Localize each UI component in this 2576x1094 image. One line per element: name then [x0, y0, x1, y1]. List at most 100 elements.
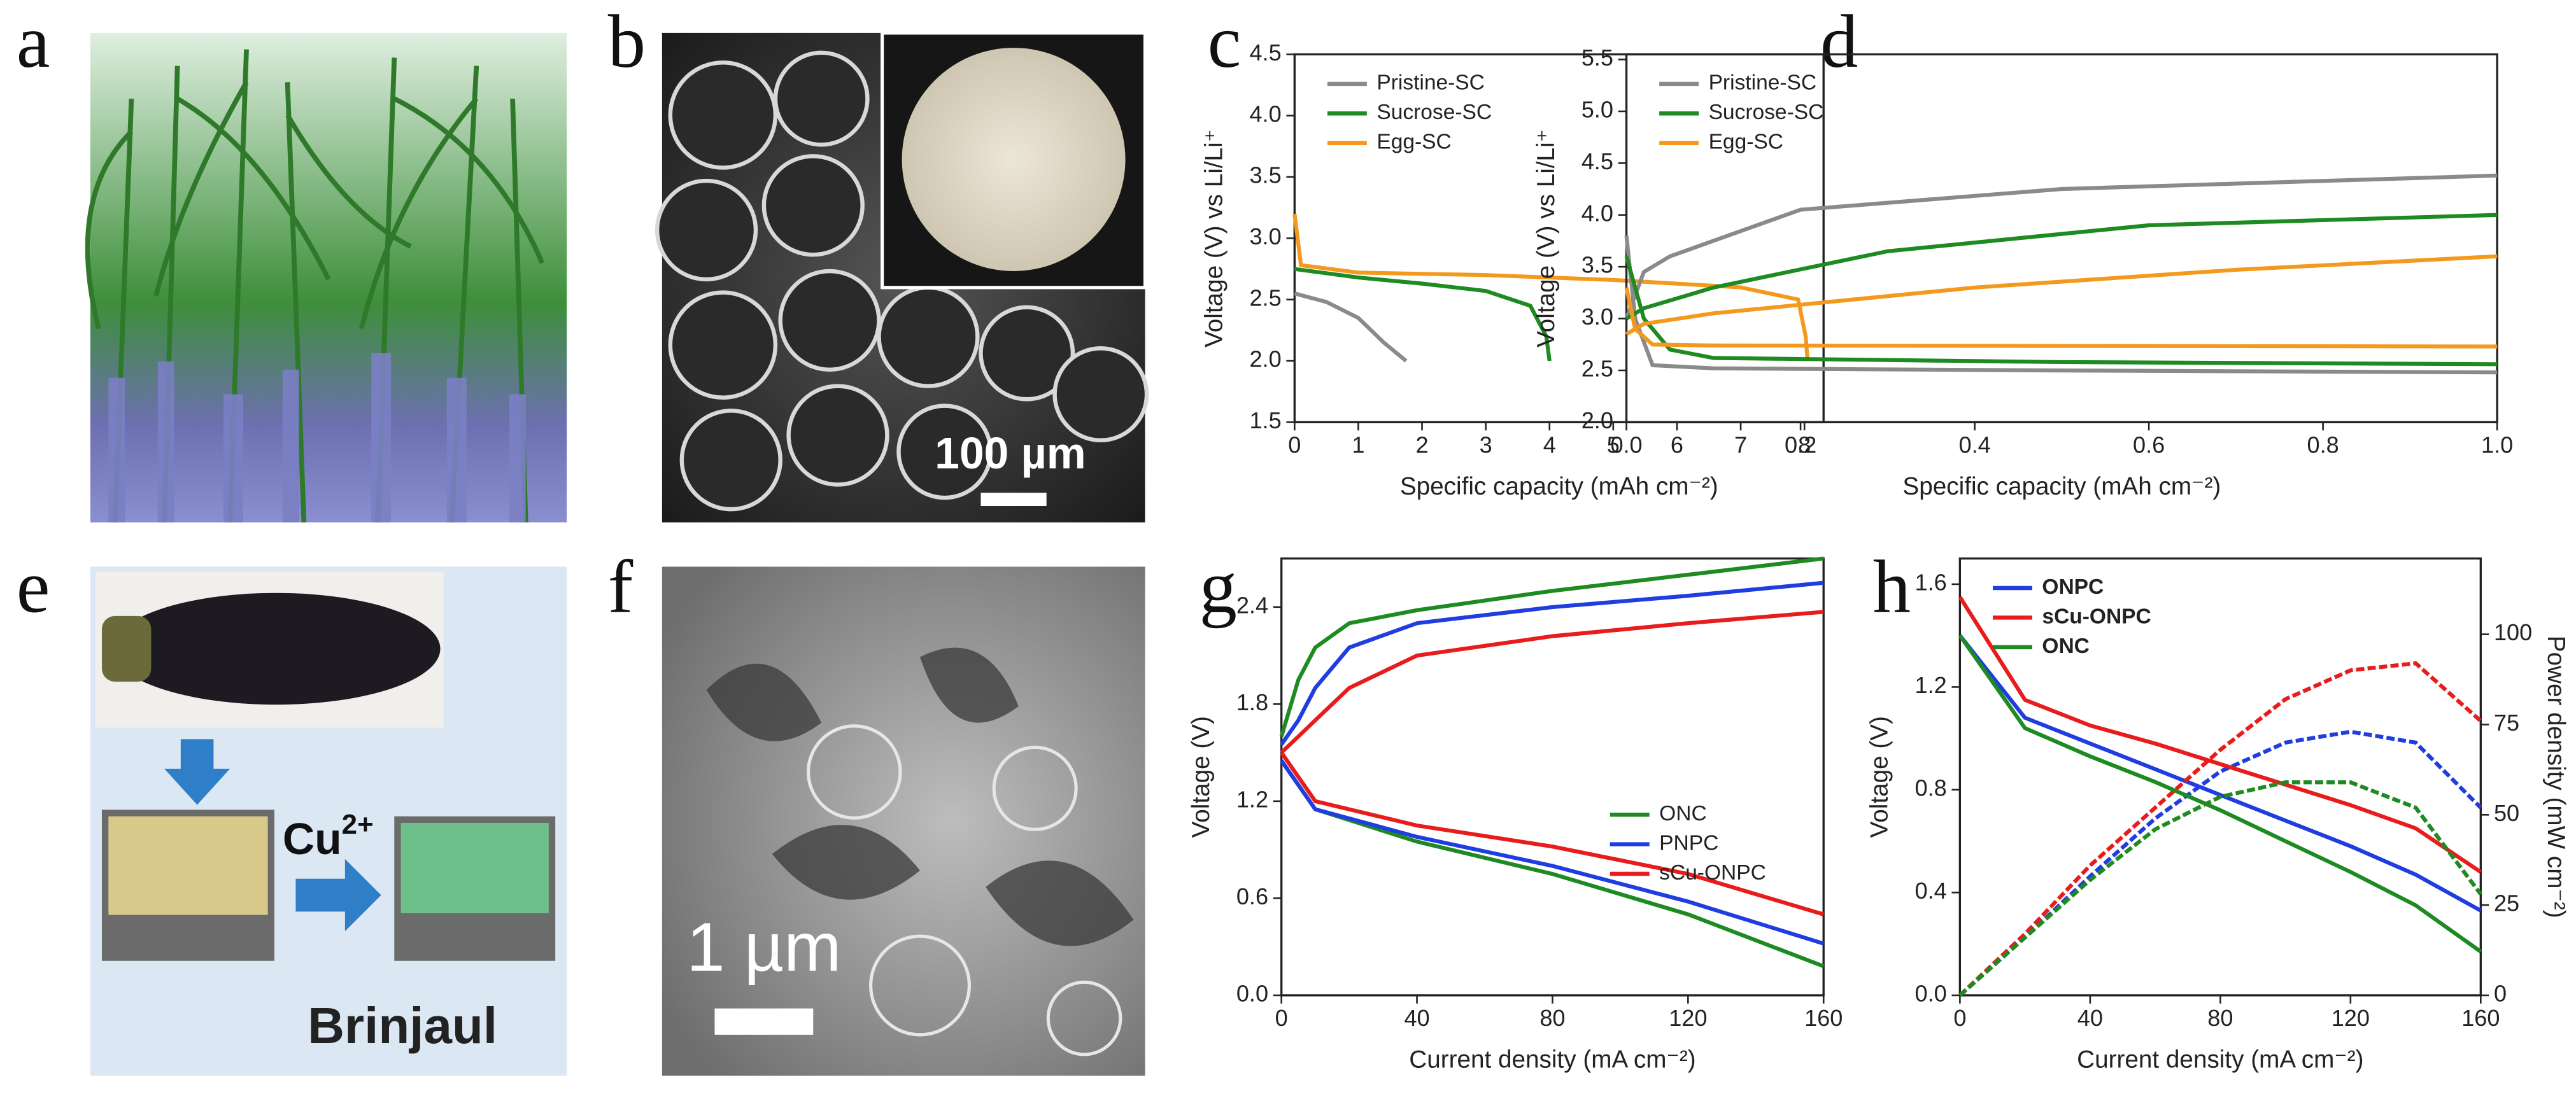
y2-tick-label: 75: [2494, 710, 2519, 736]
y-tick-label: 2.0: [1249, 346, 1281, 372]
x-axis-label: Current density (mA cm⁻²): [1409, 1046, 1695, 1073]
y-tick-label: 3.5: [1249, 162, 1281, 188]
x-tick-label: 160: [1804, 1005, 1843, 1031]
y2-tick-label: 25: [2494, 890, 2519, 916]
x-tick-label: 80: [2207, 1005, 2233, 1031]
y2-axis-label: Power density (mW cm⁻²): [2542, 636, 2570, 918]
panel-label: g: [1200, 545, 1237, 629]
x-tick-label: 40: [2077, 1005, 2103, 1031]
data-line: [1958, 634, 2482, 953]
x-tick-label: 8: [1798, 432, 1811, 458]
y-tick-label: 4.5: [1582, 148, 1613, 174]
x-tick-label: 1.0: [2481, 432, 2513, 458]
y-tick-label: 0.0: [1915, 980, 1947, 1006]
y-tick-label: 0.4: [1915, 878, 1947, 904]
legend-label: ONC: [2042, 635, 2090, 658]
legend-label: Egg-SC: [1709, 130, 1783, 154]
x-tick-label: 0: [1275, 1005, 1288, 1031]
tem-image: 1 µm: [662, 566, 1145, 1076]
legend-label: Sucrose-SC: [1709, 101, 1824, 124]
y-tick-label: 3.0: [1249, 223, 1281, 249]
y-tick-label: 4.0: [1582, 200, 1613, 226]
y-tick-label: 1.2: [1236, 786, 1268, 812]
sugarcane-photo: [85, 32, 567, 523]
x-tick-label: 7: [1734, 432, 1747, 458]
legend-label: sCu-ONPC: [2042, 605, 2151, 628]
legend-label: Pristine-SC: [1376, 71, 1485, 95]
data-line: [1280, 580, 1825, 946]
panel-label: d: [1820, 0, 1858, 83]
panel-label: f: [608, 545, 633, 629]
data-line: [1624, 213, 2498, 367]
brinjal-scheme: Cu2+ Brinjaul: [90, 566, 567, 1076]
x-tick-label: 6: [1671, 432, 1683, 458]
y-axis-label: Voltage (V): [1187, 716, 1215, 838]
plot-frame: [1280, 557, 1825, 997]
x-axis-label: Specific capacity (mAh cm⁻²): [1400, 473, 1718, 500]
legend-label: ONC: [1659, 802, 1707, 825]
x-tick-label: 160: [2461, 1005, 2500, 1031]
y-tick-label: 4.0: [1249, 101, 1281, 127]
data-line: [1624, 173, 2498, 375]
scale-label: 1 µm: [686, 908, 841, 985]
y-axis-label: Voltage (V) vs Li/Li⁺: [1201, 129, 1228, 347]
x-tick-label: 0.6: [2133, 432, 2165, 458]
data-line: [1958, 596, 2482, 874]
ion-label: Cu2+: [283, 809, 374, 864]
x-tick-label: 0.2: [1785, 432, 1816, 458]
y-tick-label: 2.5: [1582, 356, 1613, 382]
panel-label: e: [17, 545, 50, 629]
y-axis-label: Voltage (V): [1866, 716, 1893, 838]
x-tick-label: 120: [2332, 1005, 2370, 1031]
y-tick-label: 5.0: [1582, 96, 1613, 122]
scale-label: 100 µm: [935, 428, 1086, 478]
y-tick-label: 1.6: [1915, 569, 1947, 595]
y2-tick-label: 50: [2494, 800, 2519, 826]
sample-name: Brinjaul: [308, 997, 497, 1054]
x-tick-label: 3: [1480, 432, 1492, 458]
y-axis-label: Voltage (V) vs Li/Li⁺: [1532, 129, 1560, 347]
y-tick-label: 2.0: [1582, 407, 1613, 433]
y-tick-label: 5.5: [1582, 45, 1613, 71]
legend-label: Sucrose-SC: [1376, 101, 1492, 124]
legend-label: PNPC: [1659, 831, 1718, 855]
x-tick-label: 40: [1404, 1005, 1429, 1031]
panel-label: b: [608, 0, 646, 83]
y2-tick-label: 100: [2494, 619, 2532, 645]
y-tick-label: 1.8: [1236, 689, 1268, 715]
plot-frame: [1958, 557, 2482, 997]
x-tick-label: 5: [1607, 432, 1620, 458]
data-line: [1958, 634, 2482, 913]
x-tick-label: 4: [1543, 432, 1556, 458]
panel-label: h: [1873, 545, 1911, 629]
y-tick-label: 2.5: [1249, 284, 1281, 311]
data-line: [1624, 254, 2498, 349]
power-line: [1958, 729, 2482, 997]
y-tick-label: 1.5: [1249, 407, 1281, 433]
y-tick-label: 2.4: [1236, 592, 1268, 618]
power-line: [1958, 780, 2482, 997]
y-tick-label: 0.0: [1236, 980, 1268, 1006]
panel-label: a: [17, 0, 50, 83]
x-tick-label: 2: [1415, 432, 1428, 458]
ion-charge: 2+: [342, 809, 374, 840]
sem-image: 100 µm: [655, 31, 1149, 522]
y-tick-label: 0.8: [1915, 775, 1947, 801]
x-tick-label: 0: [1953, 1005, 1966, 1031]
legend-label: Pristine-SC: [1709, 71, 1817, 95]
x-tick-label: 120: [1669, 1005, 1707, 1031]
y-tick-label: 1.2: [1915, 672, 1947, 698]
legend-label: Egg-SC: [1376, 130, 1451, 154]
x-axis-label: Specific capacity (mAh cm⁻²): [1902, 473, 2221, 500]
y-tick-label: 3.5: [1582, 252, 1613, 278]
x-tick-label: 0.8: [2307, 432, 2339, 458]
y-tick-label: 0.6: [1236, 883, 1268, 909]
panel-label: c: [1208, 0, 1242, 83]
x-tick-label: 0: [1288, 432, 1301, 458]
x-tick-label: 1: [1352, 432, 1364, 458]
data-line: [1292, 213, 1810, 361]
y-tick-label: 4.5: [1249, 39, 1281, 66]
data-line: [1294, 267, 1552, 361]
y-tick-label: 3.0: [1582, 304, 1613, 330]
